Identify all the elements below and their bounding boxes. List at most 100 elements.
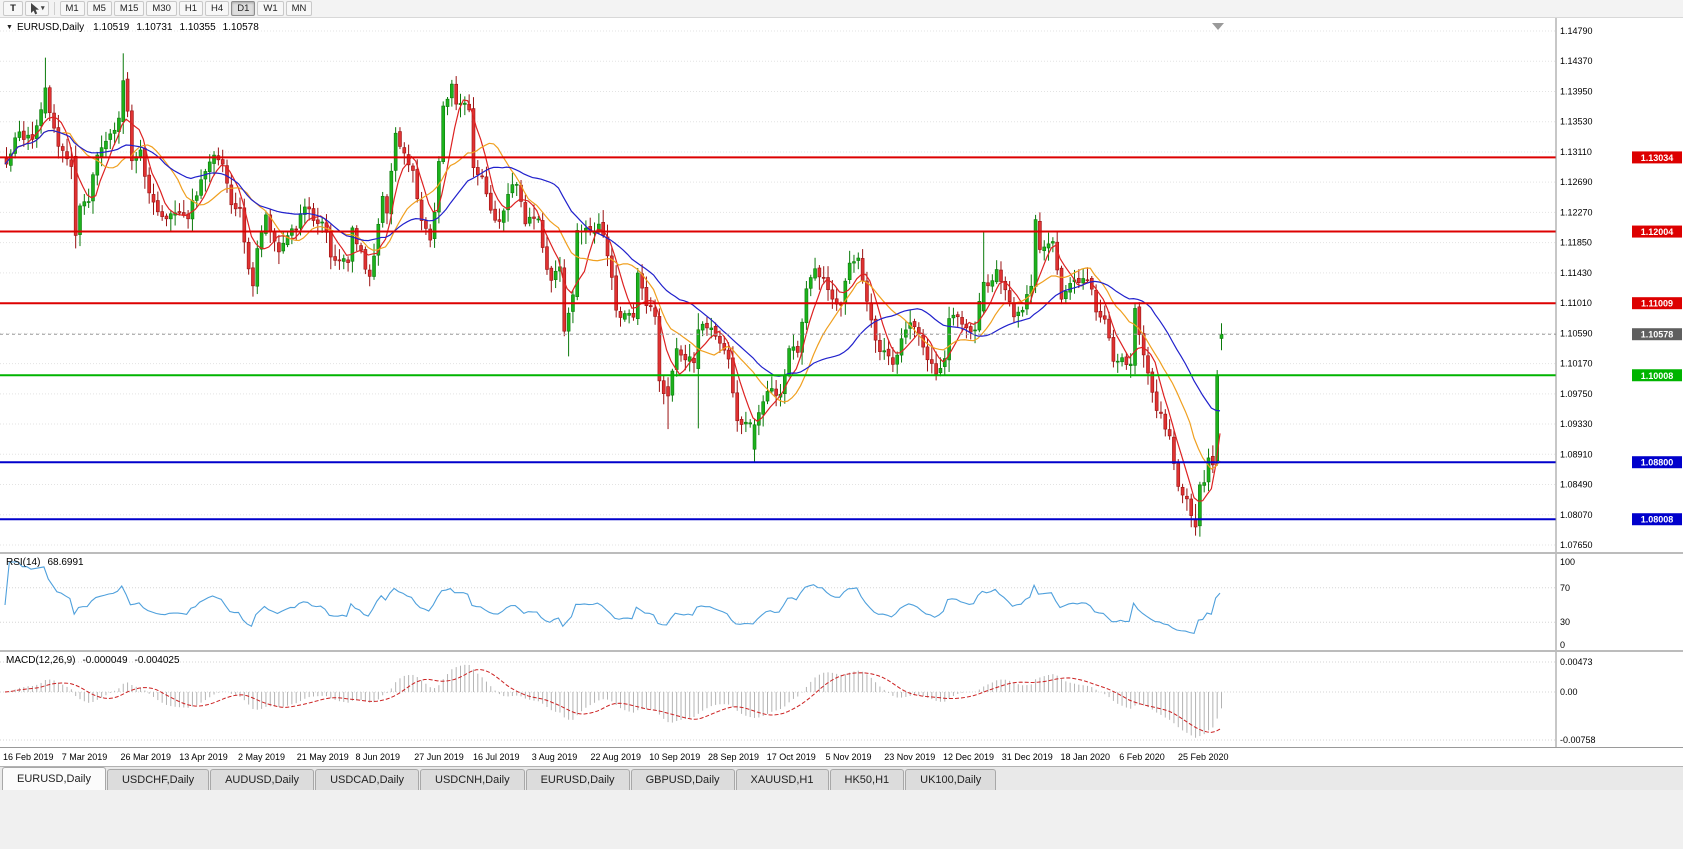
bottom-filler	[0, 790, 1683, 849]
macd-main-value: -0.000049	[82, 655, 128, 666]
current-price-layer: 1.10578	[0, 328, 1682, 341]
ohlc-close: 1.10578	[222, 22, 259, 33]
price-tag-label: 1.12004	[1641, 227, 1674, 237]
price-tag	[1632, 225, 1682, 238]
chart-shift-marker-icon[interactable]	[1212, 23, 1224, 30]
price-tick-label: 1.11850	[1560, 238, 1592, 248]
cursor-tool-button[interactable]: ▾	[25, 1, 49, 16]
price-tick-label: 1.09750	[1560, 389, 1593, 399]
toolbar: T ▾ M1 M5 M15 M30 H1 H4 D1 W1 MN	[0, 0, 1683, 18]
price-tick-label: 1.13950	[1560, 86, 1593, 96]
time-axis[interactable]: 16 Feb 2019 7 Mar 2019 26 Mar 2019 13 Apr 2…	[0, 747, 1683, 766]
date-tick-label: 5 Nov 2019	[825, 752, 872, 762]
macd-panel-splitter[interactable]	[0, 650, 1683, 652]
chart-tab-hk50-h1[interactable]: HK50,H1	[829, 769, 905, 790]
price-tick-label: 1.11010	[1560, 298, 1592, 308]
date-tick-label: 13 Apr 2019	[179, 752, 228, 762]
price-tick-label: 1.11430	[1560, 268, 1592, 278]
candles-layer	[4, 53, 1224, 537]
price-tag-label: 1.11009	[1641, 299, 1673, 309]
chart-area: 1.14790 1.14370 1.13950 1.13530 1.13110 1.126…	[0, 18, 1683, 766]
price-tag	[1632, 297, 1682, 310]
macd-title: MACD(12,26,9)	[6, 655, 76, 666]
price-tag	[1632, 369, 1682, 382]
price-tick-label: 1.08070	[1560, 510, 1593, 520]
date-tick-label: 28 Sep 2019	[708, 752, 760, 762]
ohlc-low: 1.10355	[179, 22, 216, 33]
price-tick-label: 1.14790	[1560, 26, 1593, 36]
timeframe-button-d1[interactable]: D1	[231, 1, 256, 16]
price-tick-label: 1.09330	[1560, 419, 1593, 429]
chart-tab-eurusd-daily[interactable]: EURUSD,Daily	[2, 767, 106, 790]
rsi-line	[4, 561, 1221, 635]
price-tick-label: 1.14370	[1560, 56, 1593, 66]
price-chart-canvas[interactable]: 1.14790 1.14370 1.13950 1.13530 1.13110 1.126…	[0, 18, 1683, 552]
date-tick-label: 7 Mar 2019	[61, 752, 108, 762]
date-tick-label: 31 Dec 2019	[1001, 752, 1053, 762]
price-tag-label: 1.10578	[1641, 330, 1674, 340]
date-tick-label: 27 Jun 2019	[414, 752, 464, 762]
chart-tab-xauusd-h1[interactable]: XAUUSD,H1	[735, 769, 829, 790]
rsi-scale-label: 70	[1560, 583, 1570, 593]
price-tick-label: 1.10590	[1560, 328, 1593, 338]
timeframe-buttons: M1 M5 M15 M30 H1 H4 D1 W1 MN	[59, 1, 313, 16]
macd-panel-canvas[interactable]: 0.00473 0.00 -0.00758	[0, 652, 1683, 747]
chart-tab-eurusd-daily[interactable]: EURUSD,Daily	[525, 769, 630, 790]
date-tick-label: 16 Jul 2019	[473, 752, 520, 762]
rsi-value: 68.6991	[47, 557, 84, 568]
chart-tab-usdcnh-daily[interactable]: USDCNH,Daily	[420, 769, 525, 790]
chart-tab-gbpusd-daily[interactable]: GBPUSD,Daily	[630, 769, 735, 790]
rsi-scale-label: 0	[1560, 640, 1565, 650]
text-tool-button[interactable]: T	[3, 1, 23, 16]
price-tick-label: 1.13530	[1560, 117, 1593, 127]
chart-info-line: ▼ EURUSD,Daily 1.10519 1.10731 1.10355 1.1057…	[6, 22, 259, 33]
price-tick-label: 1.10170	[1560, 359, 1593, 369]
timeframe-button-w1[interactable]: W1	[257, 1, 284, 16]
rsi-label: RSI(14) 68.6991	[6, 557, 84, 568]
date-tick-label: 21 May 2019	[296, 752, 349, 762]
ohlc-high: 1.10731	[136, 22, 173, 33]
price-tag	[1632, 456, 1682, 469]
date-tick-label: 12 Dec 2019	[943, 752, 995, 762]
timeframe-button-m30[interactable]: M30	[146, 1, 177, 16]
date-tick-label: 8 Jun 2019	[355, 752, 401, 762]
date-tick-label: 23 Nov 2019	[884, 752, 936, 762]
timeframe-button-m15[interactable]: M15	[113, 1, 145, 16]
rsi-panel-splitter[interactable]	[0, 552, 1683, 554]
timeframe-button-h4[interactable]: H4	[205, 1, 230, 16]
chart-tab-uk100-daily[interactable]: UK100,Daily	[905, 769, 997, 790]
date-tick-label: 3 Aug 2019	[531, 752, 578, 762]
rsi-title: RSI(14)	[6, 557, 41, 568]
price-tick-label: 1.12690	[1560, 177, 1593, 187]
macd-label: MACD(12,26,9) -0.000049 -0.004025	[6, 655, 180, 666]
price-tick-label: 1.12270	[1560, 207, 1593, 217]
date-tick-label: 6 Feb 2020	[1119, 752, 1165, 762]
timeframe-button-m1[interactable]: M1	[59, 1, 85, 16]
sma-14-line	[4, 129, 1221, 470]
chart-tab-bar: EURUSD,Daily USDCHF,Daily AUDUSD,Daily USDC…	[0, 766, 1683, 790]
date-tick-label: 26 Mar 2019	[120, 752, 172, 762]
timeframe-button-m5[interactable]: M5	[86, 1, 112, 16]
date-tick-label: 10 Sep 2019	[649, 752, 701, 762]
sma-6-line	[4, 99, 1221, 502]
chart-tab-usdchf-daily[interactable]: USDCHF,Daily	[106, 769, 210, 790]
timeframe-button-mn[interactable]: MN	[285, 1, 313, 16]
macd-scale-label: 0.00473	[1560, 657, 1593, 667]
price-tick-label: 1.07650	[1560, 540, 1593, 550]
chart-tab-usdcad-daily[interactable]: USDCAD,Daily	[315, 769, 420, 790]
price-grid: 1.14790 1.14370 1.13950 1.13530 1.13110 1.126…	[0, 26, 1593, 550]
toolbar-separator	[53, 2, 55, 15]
date-tick-label: 22 Aug 2019	[590, 752, 642, 762]
macd-scale-label: -0.00758	[1560, 735, 1596, 745]
chevron-down-icon: ▾	[41, 4, 45, 12]
price-tick-label: 1.08490	[1560, 480, 1593, 490]
price-tick-label: 1.13110	[1560, 147, 1592, 157]
price-tag-label: 1.10008	[1641, 371, 1674, 381]
collapse-triangle-icon[interactable]: ▼	[6, 24, 13, 31]
price-tick-label: 1.08910	[1560, 449, 1593, 459]
timeframe-button-h1[interactable]: H1	[178, 1, 204, 16]
chart-tab-audusd-daily[interactable]: AUDUSD,Daily	[210, 769, 315, 790]
moving-averages-layer	[4, 99, 1221, 502]
rsi-panel-canvas[interactable]: 100 70 30 0	[0, 554, 1683, 650]
